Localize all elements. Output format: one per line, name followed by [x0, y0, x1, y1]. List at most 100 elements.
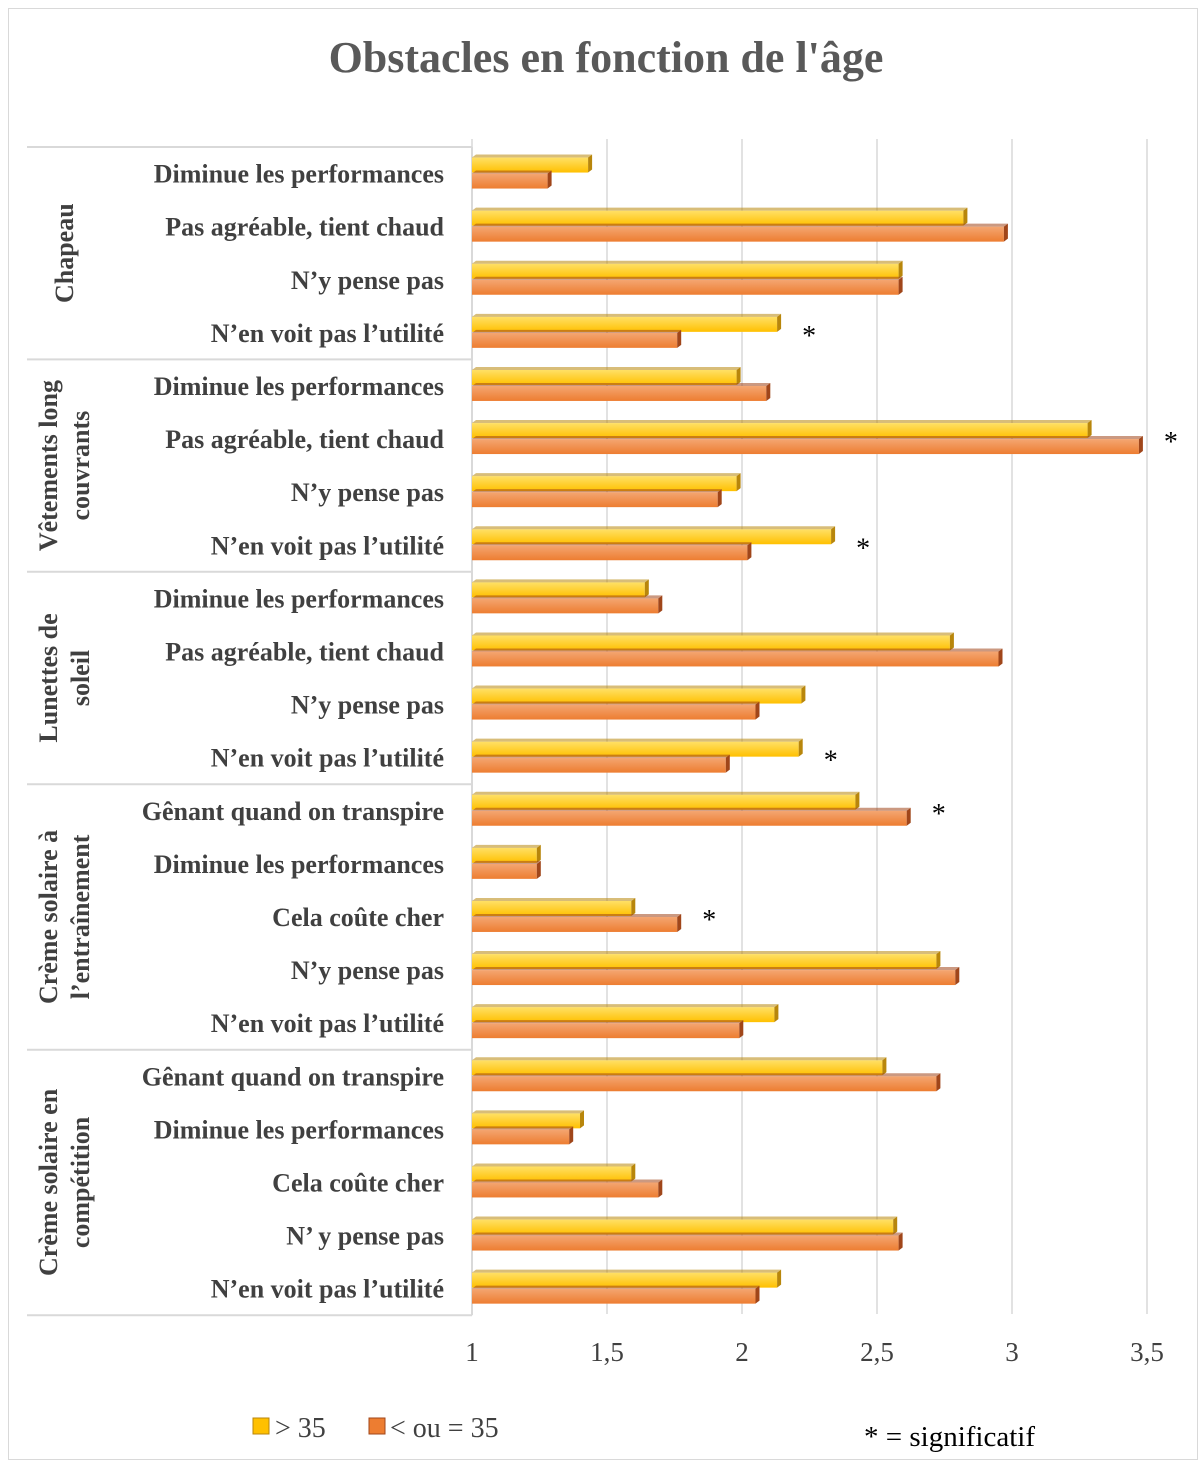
group-label: Chapeau: [50, 203, 79, 303]
bar-gt35: [472, 738, 803, 757]
category-label: N’en voit pas l’utilité: [211, 1009, 444, 1038]
x-axis-ticks: 1 1,5 2 2,5 3 3,5: [465, 1337, 1164, 1367]
bar-le35: [472, 807, 911, 826]
group-label: Crème solaire à l’entraînement: [34, 830, 95, 1004]
group-label-line: Crème solaire à: [34, 830, 63, 1004]
category-label: N’en voit pas l’utilité: [211, 744, 444, 773]
significance-mark: *: [932, 799, 946, 830]
x-tick-label: 1: [465, 1337, 479, 1367]
bar-gt35: [472, 632, 954, 651]
bar-gt35: [472, 1216, 898, 1235]
category-label: N’en voit pas l’utilité: [211, 1275, 444, 1304]
significance-mark: *: [856, 533, 870, 564]
bar-le35: [472, 701, 760, 720]
category-label: Diminue les performances: [154, 850, 444, 879]
bar-le35: [472, 1126, 574, 1145]
bar-gt35: [472, 1004, 779, 1023]
category-label: N’y pense pas: [291, 266, 444, 295]
bar-le35: [472, 170, 552, 189]
bar-gt35: [472, 207, 968, 226]
bar-le35: [472, 648, 1003, 667]
bar-gt35: [472, 420, 1092, 439]
legend-item-le35: < ou = 35: [368, 1413, 499, 1444]
bar-le35: [472, 754, 730, 773]
category-label: N’y pense pas: [291, 691, 444, 720]
category-label: Diminue les performances: [154, 372, 444, 401]
bars: [472, 154, 1143, 1304]
bar-le35: [472, 489, 722, 508]
group-label-line: Crème solaire en: [34, 1088, 63, 1276]
bar-le35: [472, 913, 682, 932]
category-label: N’en voit pas l’utilité: [211, 319, 444, 348]
legend-swatch-le35: [368, 1417, 386, 1435]
group-label: Lunettes de soleil: [34, 613, 95, 742]
bar-le35: [472, 329, 682, 348]
category-label: Diminue les performances: [154, 160, 444, 189]
chart-frame: Obstacles en fonction de l'âge Diminue l…: [8, 8, 1198, 1460]
significance-note: * = significatif: [864, 1421, 1035, 1453]
bar-le35: [472, 860, 541, 879]
bar-gt35: [472, 951, 941, 970]
bar-le35: [472, 1073, 941, 1092]
bar-gt35: [472, 897, 636, 916]
legend: > 35 < ou = 35: [252, 1413, 499, 1444]
group-label-line: Vêtements long: [34, 380, 63, 551]
bar-gt35: [472, 154, 593, 173]
x-tick-label: 2,5: [860, 1337, 894, 1367]
bar-le35: [472, 1285, 760, 1304]
bar-chart: Obstacles en fonction de l'âge Diminue l…: [27, 33, 1178, 1453]
bar-le35: [472, 1020, 744, 1039]
chart-title: Obstacles en fonction de l'âge: [329, 33, 884, 82]
legend-swatch-gt35: [252, 1417, 270, 1435]
bar-le35: [472, 542, 752, 561]
bar-le35: [472, 1179, 663, 1198]
significance-mark: *: [802, 321, 816, 352]
category-label: N’ y pense pas: [286, 1222, 444, 1251]
bar-le35: [472, 223, 1008, 242]
bar-gt35: [472, 1110, 584, 1129]
category-label: Pas agréable, tient chaud: [165, 213, 444, 242]
bar-gt35: [472, 685, 806, 704]
x-tick-label: 2: [735, 1337, 749, 1367]
bar-gt35: [472, 260, 903, 279]
legend-item-gt35: > 35: [252, 1413, 326, 1444]
bar-gt35: [472, 526, 836, 545]
bar-gt35: [472, 791, 860, 810]
bar-le35: [472, 276, 903, 295]
group-label: Crème solaire en compétition: [34, 1088, 95, 1276]
bar-le35: [472, 967, 960, 986]
significance-marks: * * * * * *: [702, 321, 1178, 936]
bar-gt35: [472, 473, 741, 492]
bar-gt35: [472, 1057, 887, 1076]
category-label: Pas agréable, tient chaud: [165, 637, 444, 666]
category-label: Cela coûte cher: [272, 903, 444, 932]
bar-gt35: [472, 1269, 782, 1288]
group-label-line: soleil: [66, 650, 95, 706]
significance-mark: *: [824, 746, 838, 777]
category-labels: Diminue les performances Pas agréable, ti…: [142, 160, 445, 1304]
category-label: Diminue les performances: [154, 584, 444, 613]
category-label: Diminue les performances: [154, 1115, 444, 1144]
category-label: N’y pense pas: [291, 478, 444, 507]
bar-le35: [472, 1232, 903, 1251]
bar-gt35: [472, 1163, 636, 1182]
group-label-line: couvrants: [66, 411, 95, 521]
legend-label-gt35: > 35: [275, 1413, 326, 1444]
group-labels: Chapeau Vêtements long couvrants Lunettes d…: [34, 203, 95, 1276]
x-tick-label: 3,5: [1130, 1337, 1164, 1367]
category-label: Gênant quand on transpire: [142, 797, 444, 826]
category-label: N’y pense pas: [291, 956, 444, 985]
group-label-line: compétition: [66, 1116, 95, 1248]
bar-le35: [472, 382, 771, 401]
bar-le35: [472, 436, 1143, 455]
category-label: Pas agréable, tient chaud: [165, 425, 444, 454]
bar-gt35: [472, 313, 782, 332]
group-label: Vêtements long couvrants: [34, 380, 95, 551]
bar-gt35: [472, 579, 649, 598]
legend-label-le35: < ou = 35: [390, 1413, 499, 1444]
significance-mark: *: [702, 905, 716, 936]
bar-le35: [472, 595, 663, 614]
bar-gt35: [472, 366, 741, 385]
group-label-line: Chapeau: [50, 203, 79, 303]
category-label: N’en voit pas l’utilité: [211, 531, 444, 560]
